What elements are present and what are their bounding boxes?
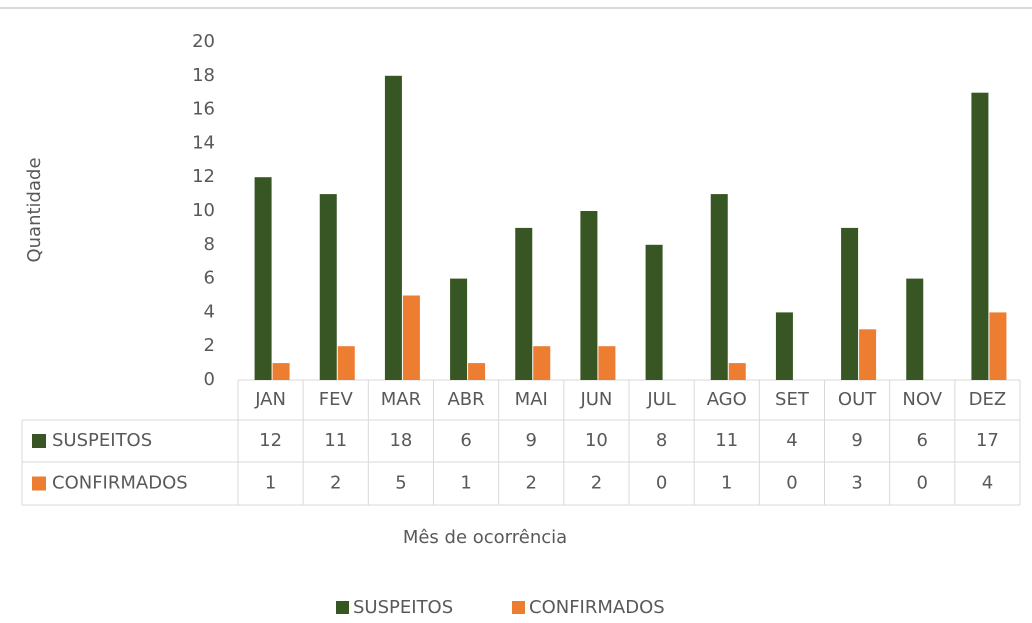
table-row-label: SUSPEITOS [52, 430, 152, 451]
x-axis-title: Mês de ocorrência [403, 527, 567, 548]
bar [515, 227, 533, 380]
table-cell: 6 [917, 430, 928, 451]
y-tick-label: 12 [192, 166, 215, 187]
bar [710, 194, 728, 380]
legend-swatch [336, 601, 349, 614]
table-cell: 1 [460, 473, 471, 494]
bar [533, 346, 551, 380]
table-cell: 10 [585, 430, 608, 451]
y-tick-label: 16 [192, 99, 215, 120]
bar [319, 194, 337, 380]
table-cell: 4 [982, 473, 993, 494]
legend-swatch [32, 476, 46, 491]
table-cell: 12 [259, 430, 282, 451]
bar [859, 329, 877, 380]
y-tick-label: 14 [192, 132, 215, 153]
legend-swatch [32, 434, 46, 448]
legend-label: SUSPEITOS [353, 597, 453, 618]
x-tick-label: JUL [646, 389, 676, 410]
bar [384, 75, 402, 381]
y-tick-label: 18 [192, 65, 215, 86]
y-tick-label: 0 [204, 369, 215, 390]
bar [272, 363, 290, 380]
x-tick-label: SET [775, 389, 810, 410]
x-tick-label: DEZ [969, 389, 1007, 410]
bar [906, 278, 924, 380]
table-cell: 1 [265, 473, 276, 494]
bar [450, 278, 468, 380]
y-tick-label: 2 [204, 335, 215, 356]
x-tick-label: MAR [381, 389, 421, 410]
x-tick-label: MAI [515, 389, 548, 410]
table-cell: 18 [389, 430, 412, 451]
table-cell: 0 [656, 473, 667, 494]
legend-label: CONFIRMADOS [529, 597, 665, 618]
table-cell: 6 [460, 430, 471, 451]
bar [580, 211, 598, 380]
bar [989, 312, 1007, 380]
y-tick-label: 4 [204, 301, 215, 322]
table-cell: 11 [324, 430, 347, 451]
bar [337, 346, 355, 380]
bar [402, 295, 420, 380]
bar [598, 346, 616, 380]
y-axis-title: Quantidade [24, 157, 45, 262]
table-cell: 11 [715, 430, 738, 451]
x-tick-label: FEV [319, 389, 354, 410]
y-tick-label: 10 [192, 200, 215, 221]
x-tick-label: JAN [254, 389, 286, 410]
table-cell: 2 [526, 473, 537, 494]
table-cell: 8 [656, 430, 667, 451]
x-tick-label: OUT [838, 389, 877, 410]
bar [254, 177, 272, 380]
y-tick-label: 20 [192, 31, 215, 52]
x-tick-label: ABR [447, 389, 484, 410]
table-cell: 9 [526, 430, 537, 451]
x-tick-label: AGO [707, 389, 747, 410]
table-cell: 0 [786, 473, 797, 494]
bar [728, 363, 746, 380]
bar [971, 92, 989, 380]
table-cell: 17 [976, 430, 999, 451]
table-cell: 1 [721, 473, 732, 494]
table-cell: 3 [851, 473, 862, 494]
legend-swatch [512, 601, 525, 614]
bar [841, 227, 859, 380]
x-tick-label: NOV [902, 389, 942, 410]
table-cell: 0 [917, 473, 928, 494]
bar [468, 363, 486, 380]
table-cell: 9 [851, 430, 862, 451]
x-tick-label: JUN [579, 389, 612, 410]
table-cell: 2 [591, 473, 602, 494]
table-row-label: CONFIRMADOS [52, 473, 188, 494]
bar [775, 312, 793, 380]
y-tick-label: 6 [204, 268, 215, 289]
bar [645, 244, 663, 380]
table-cell: 4 [786, 430, 797, 451]
table-cell: 2 [330, 473, 341, 494]
table-cell: 5 [395, 473, 406, 494]
y-tick-label: 8 [204, 234, 215, 255]
